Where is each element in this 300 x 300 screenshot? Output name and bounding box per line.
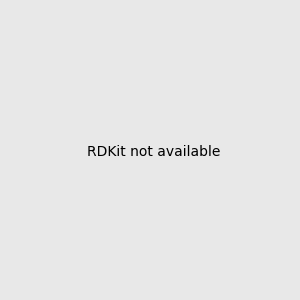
Text: RDKit not available: RDKit not available xyxy=(87,145,220,158)
